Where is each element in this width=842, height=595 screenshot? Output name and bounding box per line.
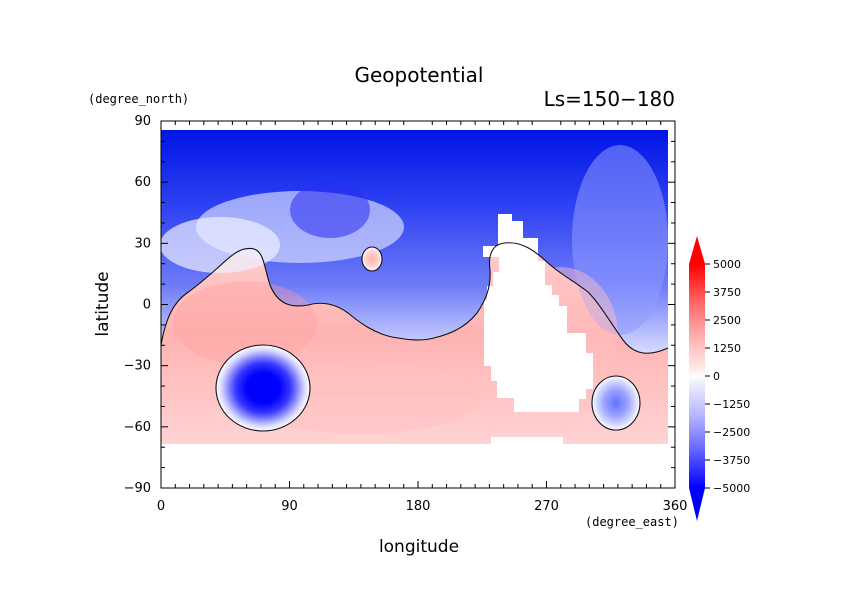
chart-subtitle: Ls=150−180 xyxy=(544,87,675,111)
zero-contour-main xyxy=(161,242,506,346)
y-axis-title: latitude xyxy=(93,271,113,336)
zero-contour-small-low xyxy=(591,375,641,431)
colorbar-top-arrow xyxy=(689,236,705,264)
north-negative-field xyxy=(161,130,668,354)
y-unit-label: (degree_north) xyxy=(88,92,189,106)
colorbar-tick-label: 5000 xyxy=(713,258,741,271)
colorbar-tick-label: −2500 xyxy=(713,426,750,439)
colorbar-tick-label: 2500 xyxy=(713,314,741,327)
missing-data-region xyxy=(483,214,593,412)
chart-title: Geopotential xyxy=(354,63,483,87)
colorbar-tick-label: −1250 xyxy=(713,398,750,411)
north-dark-patch xyxy=(290,182,370,238)
y-tick-label: −60 xyxy=(124,420,151,435)
y-tick-label: 0 xyxy=(143,298,151,313)
colorbar-bottom-arrow xyxy=(689,488,705,521)
y-tick-label: 60 xyxy=(134,175,151,190)
x-ticks: 0 90 180 270 360 xyxy=(157,121,688,514)
x-tick-label: 360 xyxy=(663,499,688,514)
x-axis-title: longitude xyxy=(379,537,459,557)
x-tick-label: 0 xyxy=(157,499,165,514)
north-light-patch-2 xyxy=(161,217,280,273)
colorbar-tick-label: 3750 xyxy=(713,286,741,299)
colorbar-gradient xyxy=(689,264,705,488)
y-tick-label: 30 xyxy=(134,236,151,251)
colorbar-tick-label: 1250 xyxy=(713,342,741,355)
y-tick-label: −30 xyxy=(124,359,151,374)
small-high-feature xyxy=(362,247,382,271)
bottom-missing-band xyxy=(161,437,668,488)
colorbar-labels: 5000 3750 2500 1250 0 −1250 −2500 −3750 −5000 xyxy=(705,258,750,495)
east-blue-patch xyxy=(572,145,668,335)
y-tick-label: 90 xyxy=(134,114,151,129)
zero-contour-small-high xyxy=(361,246,383,272)
x-tick-label: 270 xyxy=(534,499,559,514)
zero-contour-large-low xyxy=(215,344,311,432)
y-ticks: 90 60 30 0 −30 −60 −90 xyxy=(124,114,675,496)
y-tick-label: −90 xyxy=(124,481,151,496)
colorbar-tick-label: 0 xyxy=(713,370,720,383)
colorbar-tick-label: −3750 xyxy=(713,454,750,467)
x-unit-label: (degree_east) xyxy=(585,515,679,529)
small-low-feature xyxy=(592,376,640,430)
plot-area: 0 90 180 270 360 90 60 30 0 −30 −60 −90 xyxy=(124,114,688,514)
colorbar: 5000 3750 2500 1250 0 −1250 −2500 −3750 −5000 xyxy=(689,236,750,521)
heatmap-fields xyxy=(161,121,675,488)
x-tick-label: 180 xyxy=(406,499,431,514)
zero-contour-east xyxy=(504,242,669,354)
x-tick-label: 90 xyxy=(281,499,298,514)
colorbar-tick-label: −5000 xyxy=(713,482,750,495)
west-red-patch xyxy=(173,281,317,365)
large-low-feature xyxy=(216,345,310,431)
